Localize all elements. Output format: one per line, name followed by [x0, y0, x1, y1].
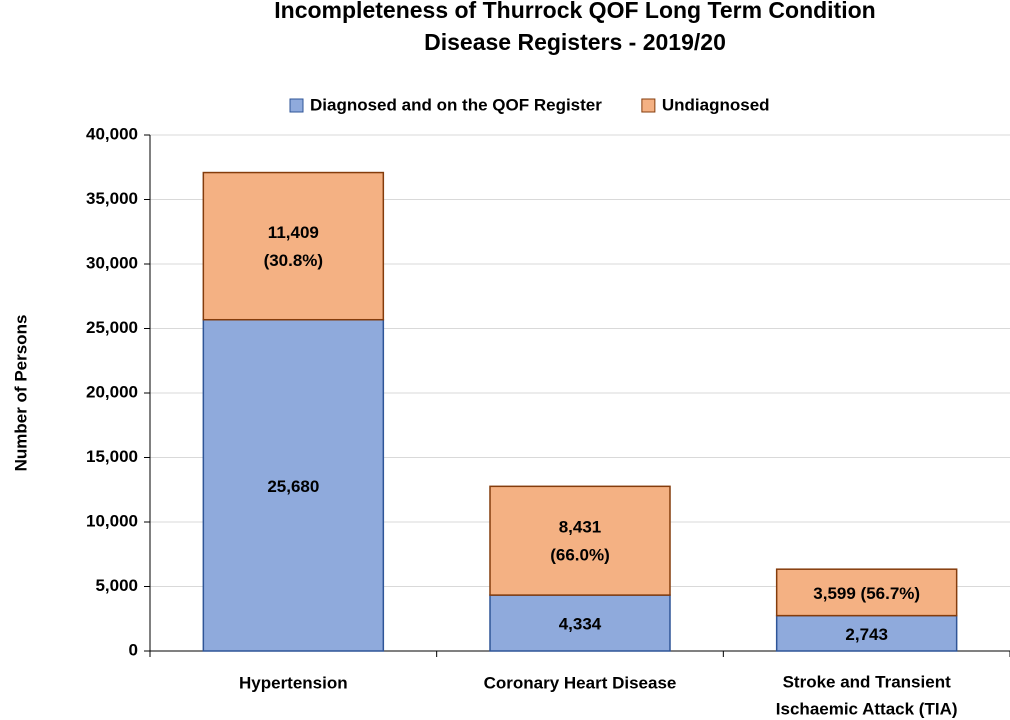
x-tick-label: Hypertension [239, 673, 348, 692]
legend-swatch [289, 98, 304, 113]
data-label: 3,599 (56.7%) [813, 584, 920, 603]
data-label: 4,334 [559, 615, 602, 634]
y-tick-label: 0 [129, 640, 138, 659]
data-label: 2,743 [845, 625, 888, 644]
bar-segment [202, 318, 385, 652]
y-tick-label: 5,000 [95, 576, 138, 595]
x-tick-label: Stroke and Transient Ischaemic Attack (TI… [776, 673, 958, 719]
bar-segment [489, 485, 671, 596]
y-tick-label: 35,000 [86, 189, 138, 208]
data-label: 25,680 [267, 477, 319, 496]
data-label: 8,431 (66.0%) [550, 518, 610, 565]
y-tick-label: 15,000 [86, 447, 138, 466]
y-axis-label: Number of Persons [11, 315, 30, 472]
x-tick-label: Coronary Heart Disease [484, 673, 677, 692]
y-tick-label: 20,000 [86, 382, 138, 401]
y-tick-label: 30,000 [86, 253, 138, 272]
y-tick-label: 25,000 [86, 318, 138, 337]
bar-segment [775, 614, 958, 652]
legend-label: Diagnosed and on the QOF Register [310, 95, 602, 114]
y-tick-label: 40,000 [86, 124, 138, 143]
chart-title: Incompleteness of Thurrock QOF Long Term… [274, 0, 875, 55]
legend-swatch [641, 98, 656, 113]
data-label: 11,409 (30.8%) [264, 224, 324, 271]
y-tick-label: 10,000 [86, 511, 138, 530]
legend-label: Undiagnosed [662, 95, 770, 114]
bar-segment [202, 171, 385, 321]
bar-segment [775, 568, 958, 617]
